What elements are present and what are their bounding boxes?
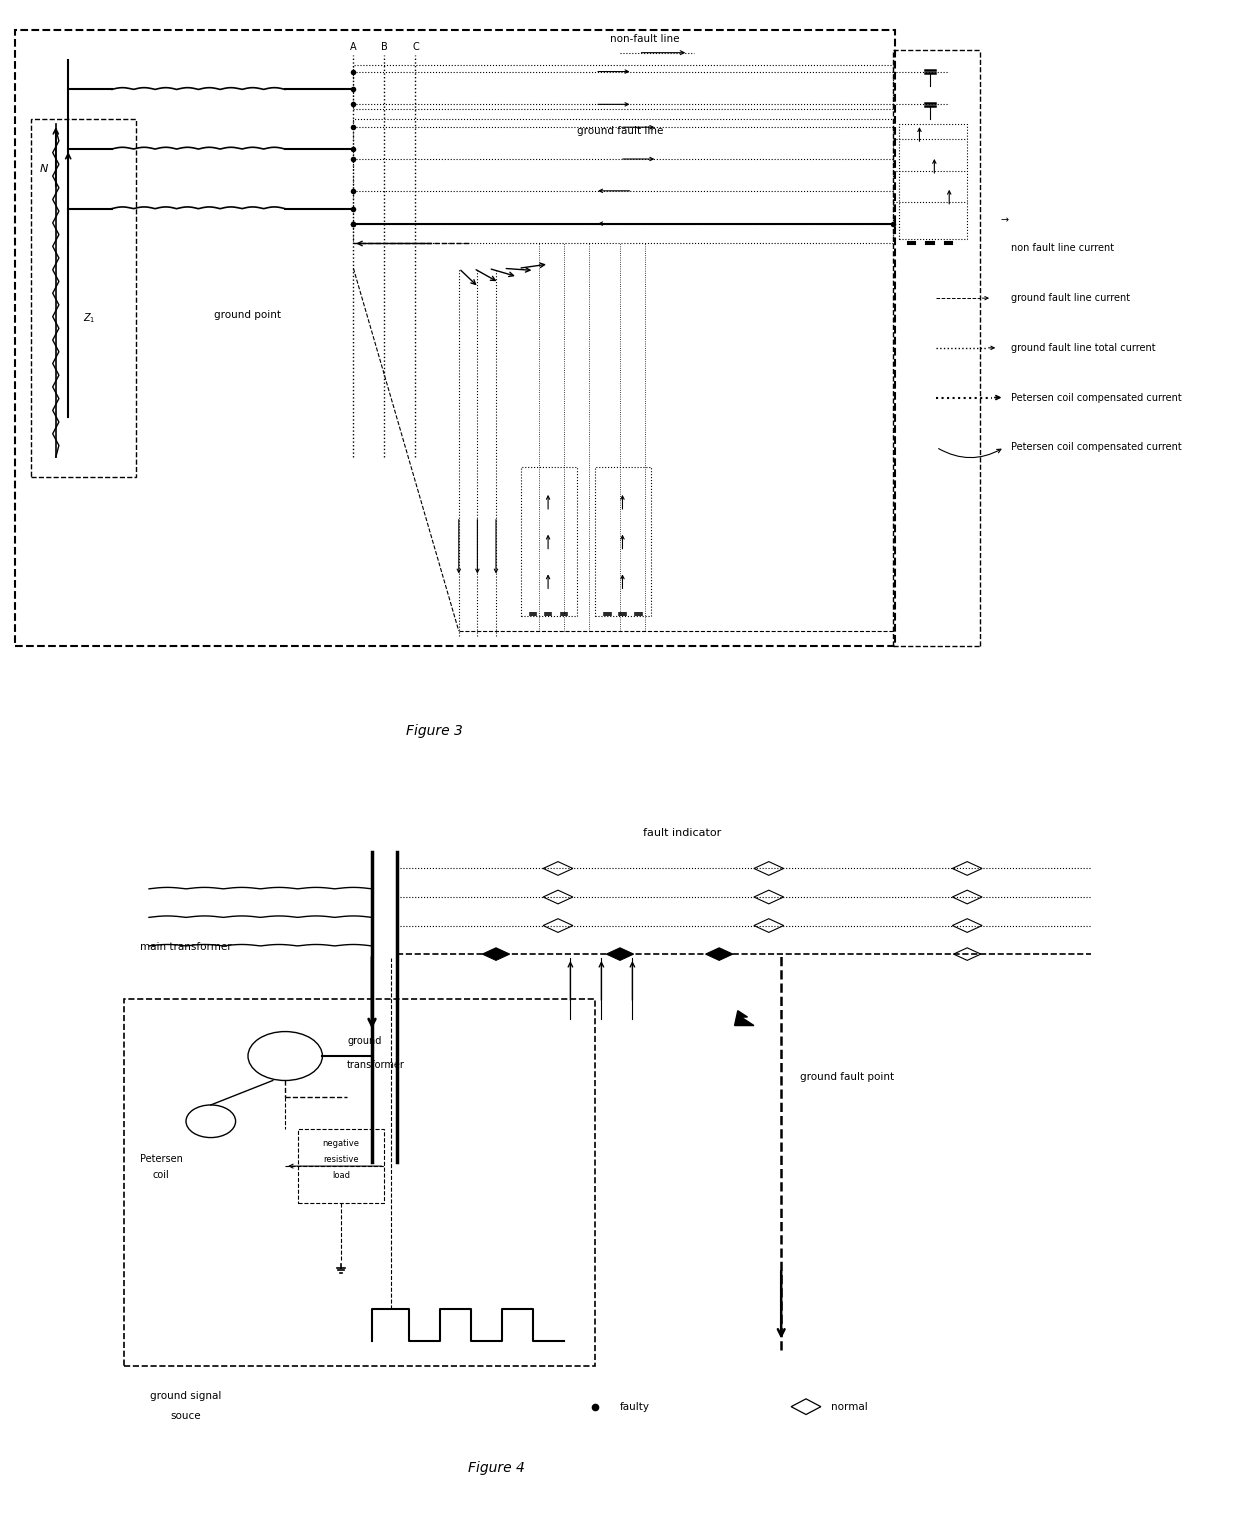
Polygon shape [482, 948, 510, 960]
Text: Figure 4: Figure 4 [467, 1460, 525, 1475]
Text: ground fault point: ground fault point [800, 1072, 894, 1083]
Text: A: A [350, 41, 357, 52]
Text: ground fault line current: ground fault line current [1011, 294, 1130, 303]
Text: N: N [40, 164, 47, 174]
Text: fault indicator: fault indicator [642, 827, 722, 838]
Text: resistive: resistive [324, 1154, 358, 1164]
Text: Petersen coil compensated current: Petersen coil compensated current [1011, 442, 1182, 453]
Text: Petersen coil compensated current: Petersen coil compensated current [1011, 393, 1182, 402]
Text: C: C [412, 41, 419, 52]
Text: normal: normal [831, 1402, 868, 1411]
Text: ground fault line: ground fault line [577, 127, 663, 136]
Text: ground signal: ground signal [150, 1390, 222, 1401]
Text: Figure 3: Figure 3 [405, 725, 463, 739]
Text: ground fault line total current: ground fault line total current [1011, 342, 1156, 353]
Text: transformer: transformer [347, 1060, 405, 1070]
Text: Petersen: Petersen [140, 1154, 182, 1164]
Text: coil: coil [153, 1170, 170, 1180]
Text: faulty: faulty [620, 1402, 650, 1411]
Text: ground: ground [347, 1035, 382, 1046]
Text: $Z_1$: $Z_1$ [83, 310, 95, 326]
Text: B: B [381, 41, 388, 52]
Text: ground point: ground point [215, 310, 281, 320]
Text: negative: negative [322, 1139, 360, 1148]
Text: →: → [1001, 216, 1008, 226]
Polygon shape [606, 948, 634, 960]
Polygon shape [734, 1011, 754, 1026]
Text: non-fault line: non-fault line [610, 34, 680, 44]
Text: load: load [332, 1171, 350, 1180]
Polygon shape [706, 948, 733, 960]
Text: non fault line current: non fault line current [1011, 243, 1114, 254]
Text: main transformer: main transformer [140, 942, 232, 953]
Text: souce: souce [171, 1411, 201, 1420]
